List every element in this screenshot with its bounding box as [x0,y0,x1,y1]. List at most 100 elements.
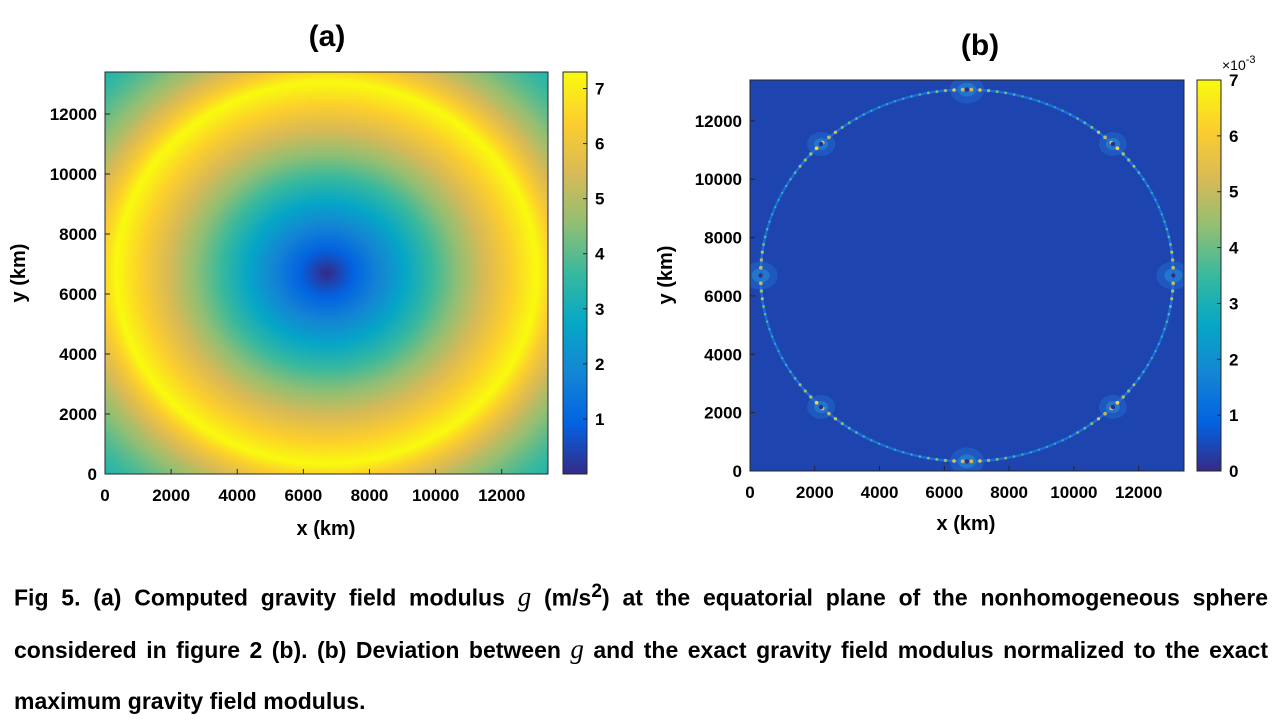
deviation-speck [902,97,905,100]
deviation-speck [1127,158,1131,162]
deviation-speck [1045,445,1049,448]
deviation-speck [1037,100,1041,103]
deviation-speck [885,445,889,448]
deviation-speck [1150,191,1153,194]
deviation-speck [1169,305,1172,308]
colorbar-a-frame [562,71,588,475]
y-tick-label: 6000 [704,287,742,306]
deviation-speck [1146,184,1150,188]
deviation-speck [893,448,897,451]
deviation-speck [803,158,807,162]
deviation-speck [1169,243,1172,246]
colorbar-tick-label: 6 [595,135,604,154]
panel-a-label: (a) [309,20,346,53]
deviation-speck [1137,377,1141,380]
colorbar-tick-label: 1 [595,410,604,429]
y-ticks-a: 0 2000 4000 6000 8000 10000 12000 [50,105,110,484]
deviation-speck [758,265,763,270]
x-tick-label: 6000 [284,486,322,505]
hotspot-notch [818,404,824,410]
x-tick-label: 12000 [478,486,525,505]
deviation-speck [1053,442,1056,445]
deviation-speck [1160,335,1163,338]
deviation-speck [1103,411,1107,416]
deviation-speck [840,422,844,426]
deviation-speck [978,459,982,463]
deviation-speck [1076,431,1079,434]
deviation-speck [1150,357,1153,360]
deviation-speck [1142,177,1145,181]
deviation-speck [918,93,922,96]
x-ticks-a: 0 2000 4000 6000 8000 10000 12000 [100,469,525,505]
deviation-speck [1170,250,1174,254]
deviation-speck [1076,117,1079,120]
deviation-speck [910,95,913,98]
deviation-speck [1021,95,1024,98]
deviation-speck [995,90,999,94]
deviation-speck [1004,456,1008,460]
colorbar-b-exponent: ×10-3 [1222,54,1256,73]
deviation-speck [1083,121,1087,125]
deviation-speck [762,305,765,308]
heatmap-a [105,72,548,474]
deviation-speck [763,312,767,316]
deviation-speck [1096,417,1101,421]
deviation-speck [1132,383,1136,387]
colorbar-a [563,72,587,474]
panel-b: (b) 0 2000 4000 6000 8000 10000 12000 02000400… [655,29,1256,535]
deviation-speck [1021,453,1024,456]
deviation-speck [1167,312,1171,316]
deviation-speck [1037,448,1041,451]
colorbar-tick-label: 5 [1229,183,1238,202]
hotspot-notch [1171,273,1176,278]
deviation-speck [768,328,771,331]
deviation-speck [910,453,913,456]
deviation-speck [1012,455,1016,458]
colorbar-b [1197,80,1221,471]
deviation-speck [885,103,889,106]
plot-frame-a [104,71,549,475]
x-tick-label: 10000 [1050,483,1097,502]
x-tick-label: 12000 [1115,483,1162,502]
deviation-speck [1137,171,1141,174]
hotspot-notch [1110,404,1116,410]
y-ticks-b: 0 2000 4000 6000 8000 10000 12000 [695,112,755,481]
deviation-speck [1157,342,1160,346]
deviation-speck [995,457,999,461]
deviation-speck [893,100,897,103]
deviation-speck [1096,130,1101,134]
deviation-speck [833,417,838,421]
colorbar-tick-label: 2 [1229,350,1238,369]
deviation-speck [1165,320,1169,323]
y-tick-label: 10000 [50,165,97,184]
deviation-speck [1167,235,1171,239]
colorbar-tick-label: 5 [595,190,604,209]
y-tick-label: 6000 [59,285,97,304]
deviation-speck [840,125,844,129]
deviation-speck [814,146,819,151]
y-tick-label: 10000 [695,170,742,189]
x-tick-label: 4000 [218,486,256,505]
deviation-speck [827,135,831,140]
deviation-speck [762,243,765,246]
deviation-speck [1068,435,1072,438]
deviation-speck [969,87,974,92]
x-tick-label: 4000 [861,483,899,502]
deviation-speck [1127,389,1131,393]
deviation-speck [862,435,866,438]
x-ticks-b: 0 2000 4000 6000 8000 10000 12000 [745,466,1162,502]
x-tick-label: 2000 [152,486,190,505]
deviation-speck [1163,220,1166,223]
deviation-speck [918,455,922,458]
deviation-speck [758,281,763,286]
deviation-speck [1142,370,1145,374]
y-tick-label: 8000 [59,225,97,244]
hotspot-notch [818,141,824,147]
deviation-speck [986,88,991,93]
deviation-speck [926,456,930,460]
y-axis-label-b: y (km) [655,246,677,305]
deviation-speck [827,411,831,416]
y-tick-label: 0 [88,465,97,484]
y-tick-label: 8000 [704,229,742,248]
deviation-speck [862,113,866,116]
